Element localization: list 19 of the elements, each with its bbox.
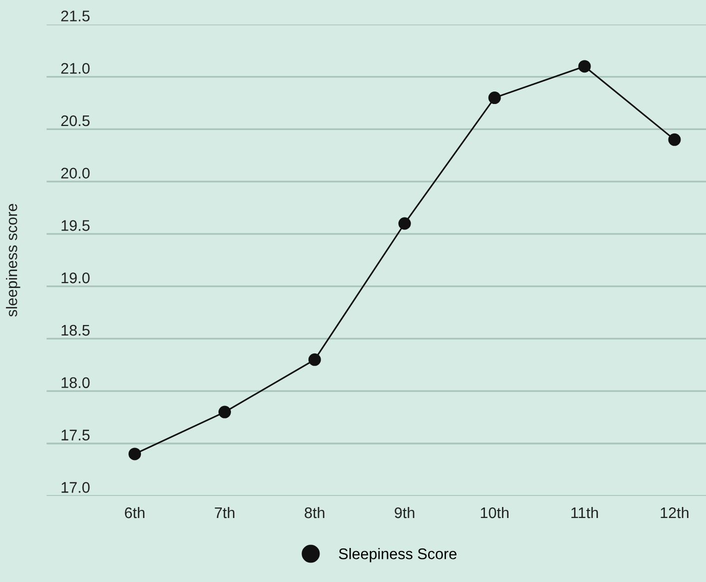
y-tick-label: 20.0 xyxy=(61,168,90,179)
x-tick-label: 11th xyxy=(571,506,598,518)
y-tick-label: 19.0 xyxy=(62,272,90,284)
x-tick-label: 12th xyxy=(660,506,688,518)
y-tick-label: 19.5 xyxy=(62,220,90,231)
y-tick-label: 18.0 xyxy=(62,377,90,388)
y-tick-label: 17.0 xyxy=(62,482,90,493)
y-axis-title: sleepiness score xyxy=(6,204,20,317)
x-tick-label: 6th xyxy=(124,506,144,518)
y-tick-label: 21.0 xyxy=(61,62,90,74)
y-tick-label: 21.5 xyxy=(61,10,90,22)
x-tick-label: 9th xyxy=(394,506,414,518)
x-tick-label: 10th xyxy=(480,506,508,518)
legend-label: Sleepiness Score xyxy=(338,548,456,562)
x-tick-label: 7th xyxy=(214,506,234,518)
y-tick-label: 18.5 xyxy=(62,324,90,336)
y-tick-label: 20.5 xyxy=(61,115,90,126)
y-tick-label: 17.5 xyxy=(62,430,90,440)
x-tick-label: 8th xyxy=(304,506,324,518)
